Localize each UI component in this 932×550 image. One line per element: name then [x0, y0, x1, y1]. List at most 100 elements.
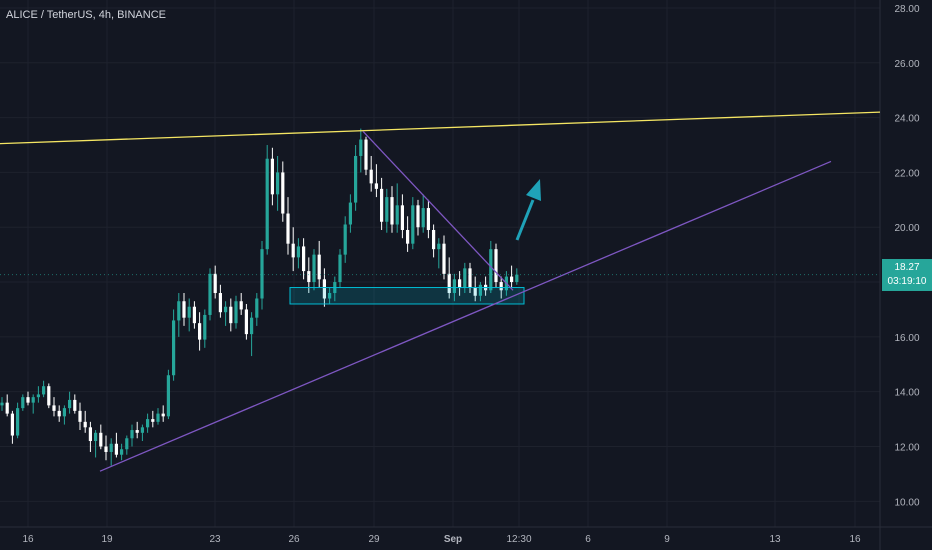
candle-body: [47, 386, 51, 406]
candle-body: [395, 205, 399, 225]
candle-body: [276, 172, 280, 195]
y-tick-label: 12.00: [894, 443, 919, 454]
candle-body: [291, 243, 295, 258]
candle-body: [16, 408, 20, 436]
candle-body: [187, 306, 191, 318]
candle-body: [52, 405, 56, 411]
candle-body: [229, 306, 233, 324]
y-tick-label: 10.00: [894, 497, 919, 508]
candle-body: [36, 394, 40, 398]
candle-body: [458, 279, 462, 288]
y-tick-label: 28.00: [894, 4, 919, 15]
descending-trendline: [362, 130, 514, 291]
candle-body: [348, 202, 352, 225]
candle-body: [364, 139, 368, 170]
candle-body: [208, 273, 212, 315]
candle-body: [218, 293, 222, 313]
candle-body: [432, 229, 436, 250]
candle-body: [296, 246, 300, 258]
candle-body: [172, 320, 176, 376]
candle-body: [442, 243, 446, 274]
candle-body: [94, 432, 98, 442]
candle-body: [57, 410, 61, 417]
y-tick-label: 24.00: [894, 114, 919, 125]
candle-body: [78, 410, 82, 422]
candle-body: [156, 413, 160, 422]
x-tick-label: 16: [22, 534, 34, 545]
y-tick-label: 14.00: [894, 388, 919, 399]
candle-body: [281, 172, 285, 214]
candle-body: [104, 446, 108, 452]
candle-body: [489, 249, 493, 291]
candle-body: [0, 402, 4, 406]
candle-body: [369, 169, 373, 184]
candle-body: [10, 413, 14, 436]
candle-body: [437, 243, 441, 250]
candle-body: [478, 284, 482, 296]
x-tick-label: 26: [288, 534, 300, 545]
candle-body: [265, 158, 269, 250]
x-tick-label: 16: [849, 534, 861, 545]
candle-body: [5, 402, 9, 414]
candle-body: [416, 205, 420, 228]
candle-body: [494, 249, 498, 283]
candle-body: [452, 279, 456, 294]
candle-body: [213, 273, 217, 294]
candle-body: [239, 301, 243, 310]
candle-body: [83, 421, 87, 428]
candle-body: [198, 323, 202, 340]
candle-body: [125, 438, 129, 450]
candle-body: [359, 139, 363, 156]
candle-body: [203, 314, 207, 340]
y-tick-label: 16.00: [894, 333, 919, 344]
support-zone: [289, 287, 525, 305]
candle-body: [88, 427, 92, 442]
x-tick-label: 13: [769, 534, 781, 545]
candle-body: [447, 273, 451, 294]
candle-body: [146, 419, 150, 428]
candle-body: [312, 254, 316, 283]
x-tick-label: 29: [368, 534, 380, 545]
candle-body: [255, 298, 259, 318]
candle-body: [62, 408, 66, 417]
x-tick-label: 23: [209, 534, 221, 545]
candle-body: [224, 306, 228, 313]
candle-body: [411, 205, 415, 244]
candle-body: [151, 419, 155, 422]
candle-body: [109, 443, 113, 452]
candle-body: [31, 397, 35, 403]
candle-body: [374, 183, 378, 189]
candle-body: [515, 274, 519, 283]
candle-body: [42, 386, 46, 395]
support-trendline: [99, 160, 832, 472]
candle-body: [26, 397, 30, 403]
candle-body: [120, 449, 124, 455]
arrow-head: [526, 179, 541, 201]
candle-body: [400, 205, 404, 230]
candle-body: [354, 155, 358, 203]
x-tick-label: 19: [101, 534, 113, 545]
candle-body: [468, 268, 472, 288]
candle-body: [385, 197, 389, 222]
candle-body: [473, 287, 477, 296]
candle-body: [426, 208, 430, 230]
candle-body: [244, 309, 248, 335]
candle-body: [135, 430, 139, 433]
x-tick-label: 9: [664, 534, 670, 545]
candle-body: [21, 397, 25, 409]
candle-body: [380, 188, 384, 222]
candle-body: [114, 443, 118, 455]
candle-body: [302, 246, 306, 272]
candle-body: [390, 197, 394, 225]
y-tick-label: 22.00: [894, 168, 919, 179]
candle-body: [99, 432, 103, 447]
candle-body: [182, 301, 186, 318]
candle-body: [510, 276, 514, 283]
x-tick-label: 6: [585, 534, 591, 545]
candle-body: [463, 268, 467, 288]
x-tick-label: 12:30: [506, 534, 531, 545]
candle-body: [140, 427, 144, 433]
y-tick-label: 26.00: [894, 59, 919, 70]
